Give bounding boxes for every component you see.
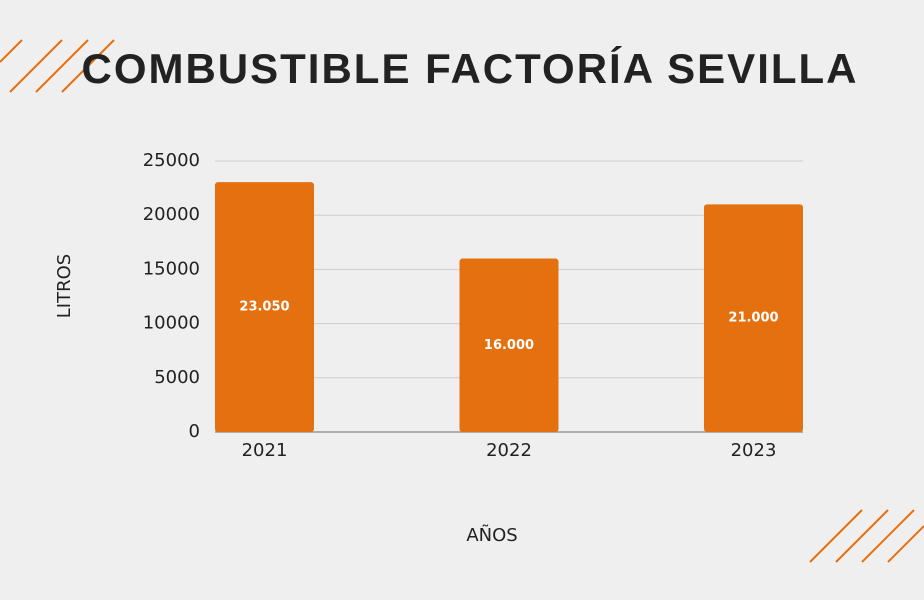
bar (215, 182, 314, 432)
chart-title: COMBUSTIBLE FACTORÍA SEVILLA (81, 45, 858, 92)
x-axis-label: AÑOS (466, 524, 517, 546)
bar (704, 204, 803, 432)
value-label: 21.000 (728, 311, 778, 326)
value-label: 16.000 (484, 338, 534, 353)
decoration-bottom (809, 509, 924, 563)
y-tick-label: 15000 (143, 258, 200, 279)
y-tick-label: 10000 (143, 313, 200, 334)
x-tick-label: 2023 (731, 440, 777, 461)
y-tick-label: 25000 (143, 150, 200, 171)
y-tick-label: 20000 (143, 204, 200, 225)
x-tick-label: 2021 (242, 440, 288, 461)
bar (459, 258, 559, 432)
decoration-top (0, 39, 115, 93)
value-label: 23.050 (239, 300, 289, 315)
x-tick-label: 2022 (486, 440, 532, 461)
y-tick-label: 5000 (154, 367, 200, 388)
y-axis-label: LITROS (54, 254, 75, 318)
y-tick-label: 0 (189, 421, 200, 442)
